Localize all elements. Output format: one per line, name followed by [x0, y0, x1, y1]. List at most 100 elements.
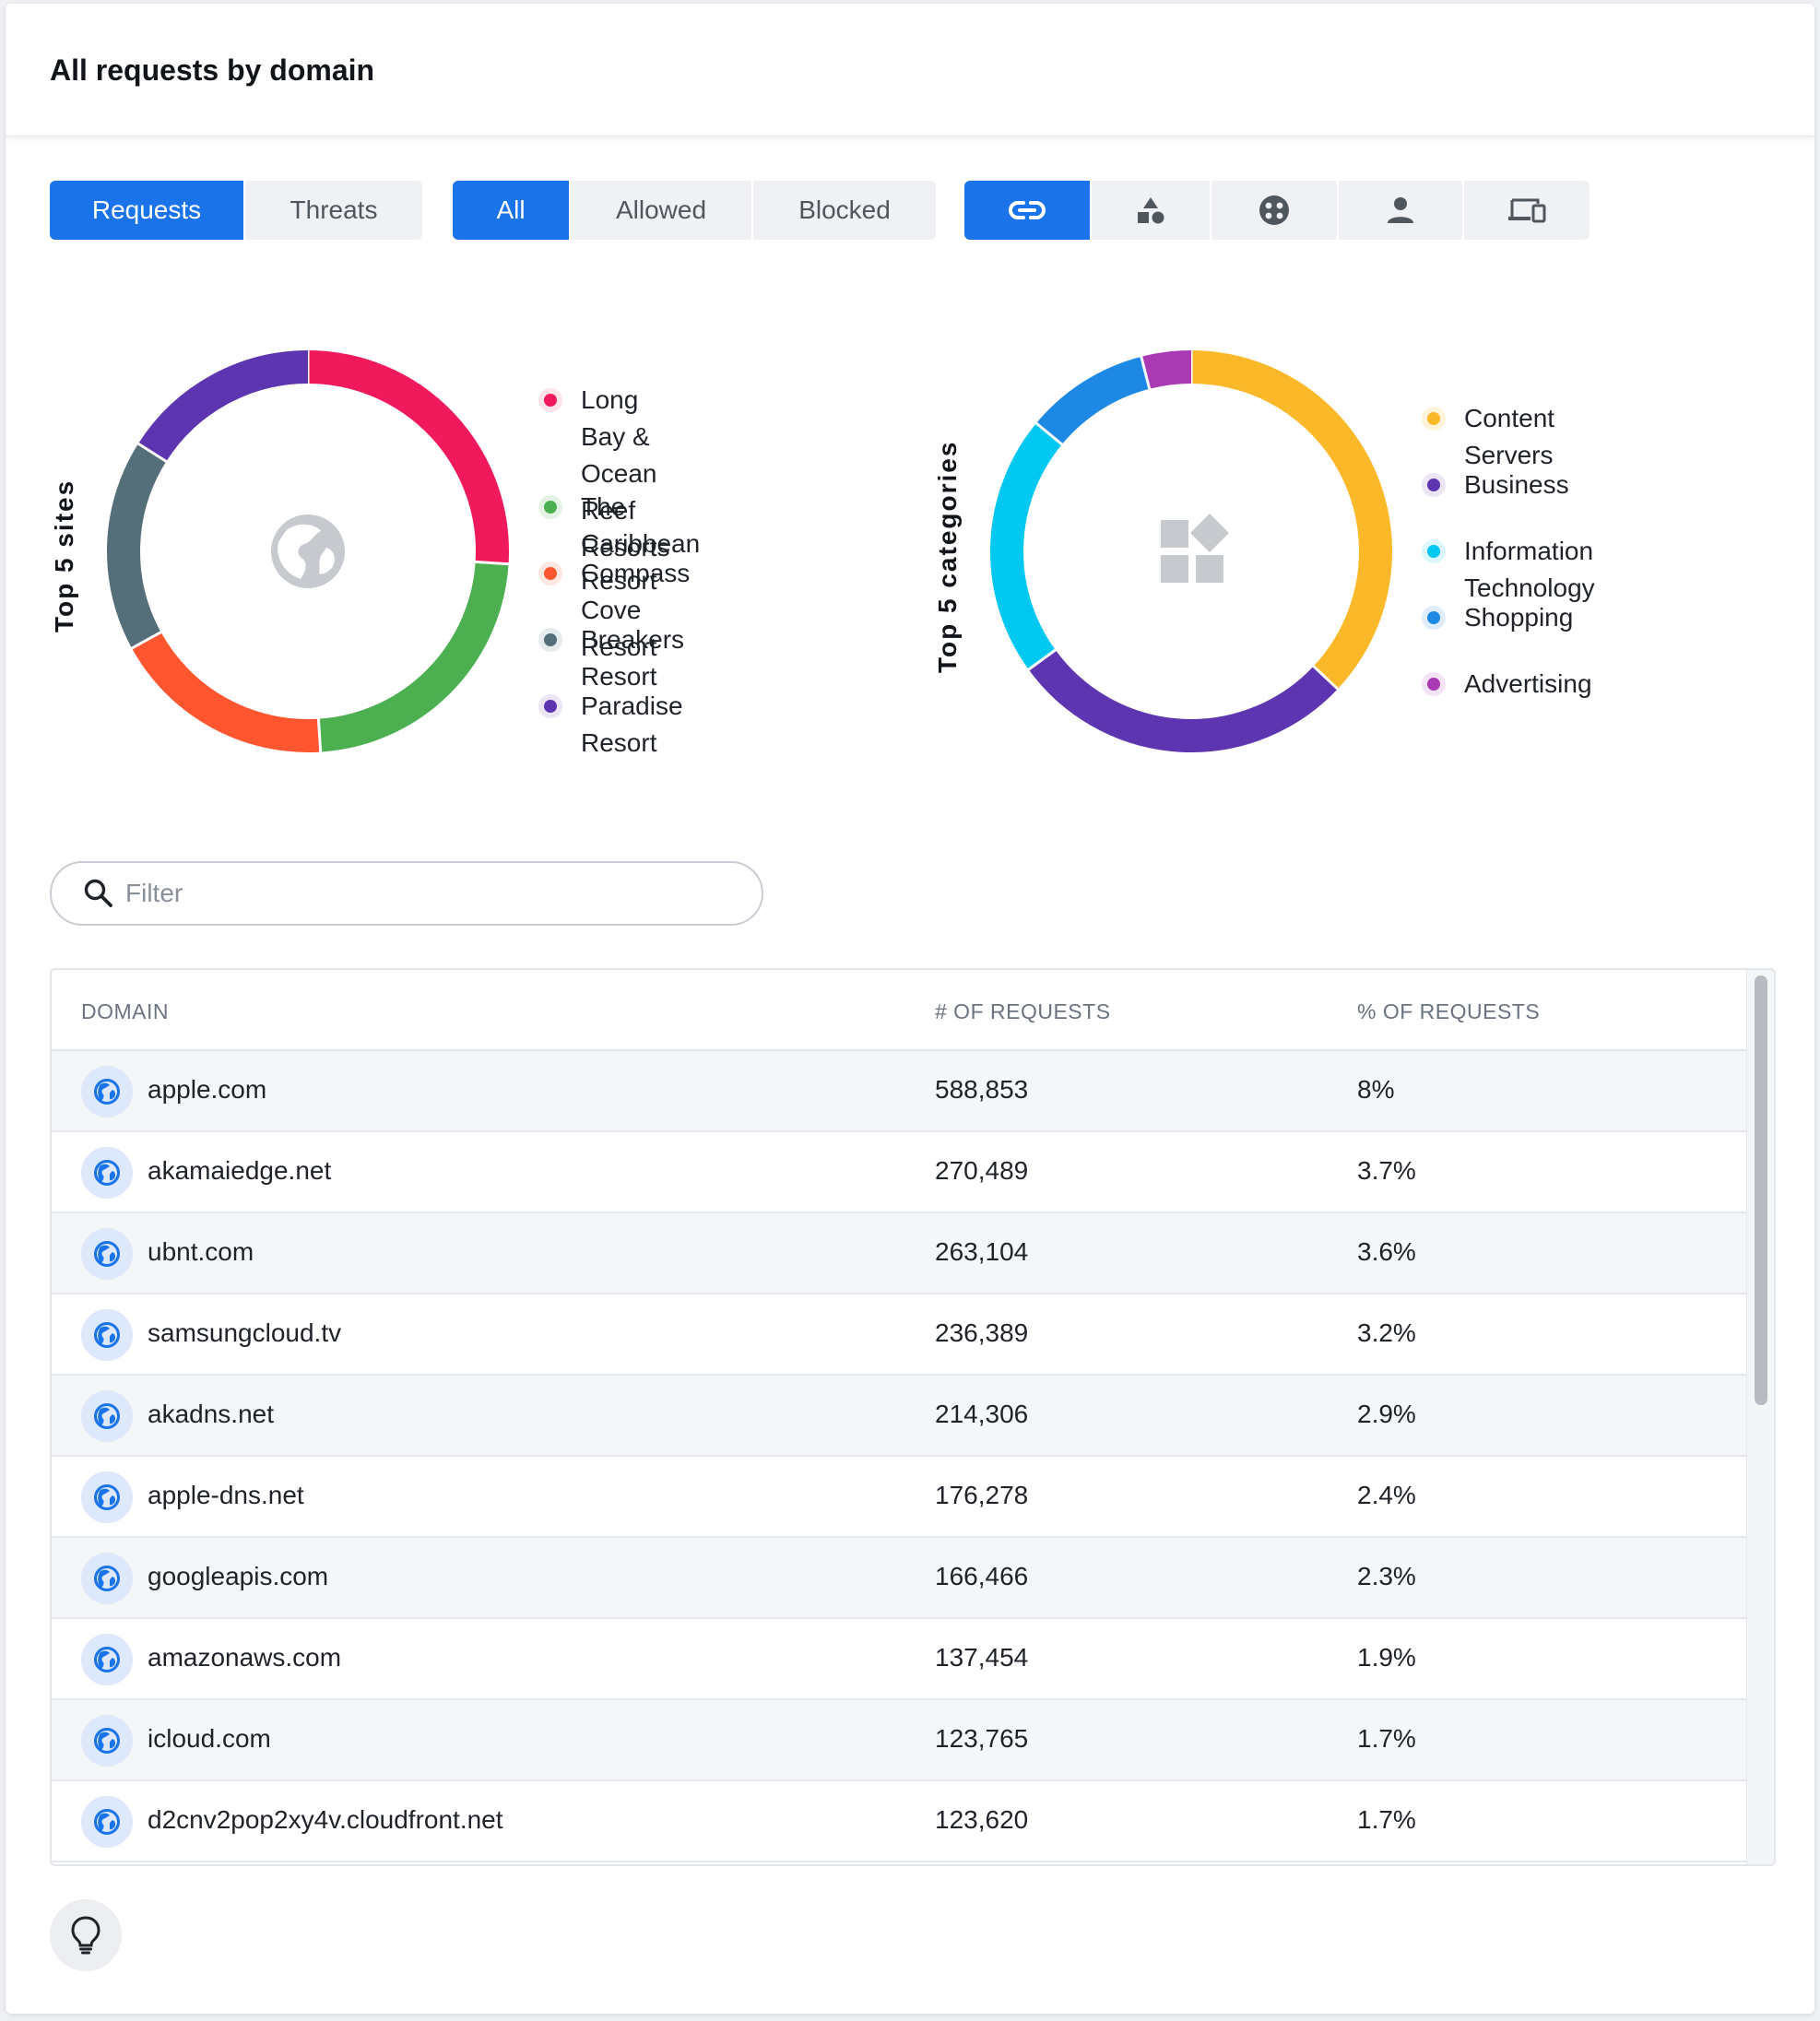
person-icon [1388, 197, 1413, 223]
allowed-tab[interactable]: Allowed [571, 181, 753, 240]
legend-dot-wrap [1422, 473, 1446, 497]
shapes-icon [1138, 197, 1164, 224]
domain-globe-badge [81, 1147, 133, 1199]
donut-slice-compass-cove-resort[interactable] [131, 632, 321, 752]
legend-item-information-technology[interactable]: Information Technology [1422, 533, 1595, 607]
table-row[interactable]: samsungcloud.tv 236,389 3.2% [52, 1294, 1748, 1376]
legend-item-caribbean[interactable]: The Caribbean Resort [538, 489, 700, 599]
legend-dot [1427, 611, 1440, 624]
legend-label: Compass Cove Resort [581, 559, 691, 661]
legend-item-breakers[interactable]: Breakers Resort [538, 621, 684, 695]
percent-cell: 1.7% [1357, 1805, 1416, 1834]
legend-item-paradise[interactable]: Paradise Resort [538, 688, 683, 762]
table-row[interactable]: akadns.net 214,306 2.9% [52, 1376, 1748, 1457]
column-header-percent[interactable]: % OF REQUESTS [1357, 999, 1541, 1023]
percent-cell: 2.4% [1357, 1481, 1416, 1509]
status-toggle: All Allowed Blocked [453, 181, 936, 240]
legend-label: Shopping [1464, 603, 1574, 632]
all-tab[interactable]: All [453, 181, 571, 240]
donut-slice-advertising[interactable] [1140, 350, 1192, 389]
domain-cell[interactable]: akadns.net [148, 1400, 274, 1428]
donut-slice-separator [1311, 664, 1340, 691]
domain-cell[interactable]: googleapis.com [148, 1562, 329, 1590]
donut-slice-separator [1026, 648, 1058, 671]
domain-cell[interactable]: ubnt.com [148, 1237, 254, 1266]
hint-button[interactable] [50, 1899, 122, 1971]
percent-cell: 1.9% [1357, 1643, 1416, 1672]
donut-slice-separator [474, 560, 510, 566]
legend-dot-wrap [538, 694, 562, 718]
donut-slice-breakers-resort[interactable] [107, 443, 167, 649]
legend-item-compass-cove[interactable]: Compass Cove Resort [538, 555, 690, 666]
domain-globe-badge [81, 1634, 133, 1685]
domain-cell[interactable]: apple-dns.net [148, 1481, 304, 1509]
table-row[interactable]: icloud.com 123,765 1.7% [52, 1700, 1748, 1781]
legend-dot [544, 633, 557, 646]
globe-icon [94, 1160, 120, 1186]
domain-globe-badge [81, 1066, 133, 1117]
donut-slice-the-caribbean-resort[interactable] [318, 561, 509, 752]
legend-label-line1: Long Bay & Ocean Reef [581, 385, 657, 525]
donut-slice-long-bay-ocean-reef-resorts[interactable] [307, 350, 509, 564]
group-by-user-button[interactable] [1339, 181, 1464, 240]
threats-tab-label: Threats [290, 195, 378, 224]
filter-field[interactable] [50, 861, 763, 926]
donut-slice-paradise-resort[interactable] [137, 350, 309, 462]
requests-cell: 588,853 [935, 1075, 1029, 1104]
column-header-requests[interactable]: # OF REQUESTS [935, 999, 1111, 1023]
allowed-tab-label: Allowed [615, 195, 707, 224]
blocked-tab[interactable]: Blocked [753, 181, 936, 240]
table-row[interactable]: apple-dns.net 176,278 2.4% [52, 1457, 1748, 1538]
domain-cell[interactable]: samsungcloud.tv [148, 1318, 342, 1347]
group-by-domain-button[interactable] [964, 181, 1092, 240]
requests-cell: 123,765 [935, 1724, 1029, 1753]
donut-slice-separator [316, 717, 323, 753]
domain-cell[interactable]: akamaiedge.net [148, 1156, 332, 1185]
filter-input[interactable] [125, 879, 715, 908]
donut-slice-business[interactable] [1028, 649, 1338, 752]
table-row[interactable]: akamaiedge.net 270,489 3.7% [52, 1132, 1748, 1213]
requests-cell: 236,389 [935, 1318, 1029, 1347]
domain-cell[interactable]: icloud.com [148, 1724, 271, 1753]
threats-tab[interactable]: Threats [245, 181, 422, 240]
donut-slice-shopping[interactable] [1036, 356, 1151, 445]
categories-donut-chart [990, 349, 1392, 752]
table-row[interactable]: ubnt.com 263,104 3.6% [52, 1213, 1748, 1294]
table-row[interactable]: amazonaws.com 137,454 1.9% [52, 1619, 1748, 1700]
requests-tab-label: Requests [91, 195, 202, 224]
percent-cell: 2.9% [1357, 1400, 1416, 1428]
donut-slice-content-servers[interactable] [1190, 350, 1392, 690]
legend-item-shopping[interactable]: Shopping [1422, 599, 1573, 636]
scrollbar-track[interactable] [1746, 970, 1774, 1864]
group-by-device-button[interactable] [1464, 181, 1590, 240]
legend-item-business[interactable]: Business [1422, 467, 1569, 503]
table-row[interactable]: googleapis.com 166,466 2.3% [52, 1538, 1748, 1619]
legend-dot-wrap [538, 388, 562, 412]
donut-slice-information-technology[interactable] [990, 423, 1062, 670]
domain-cell[interactable]: amazonaws.com [148, 1643, 342, 1672]
globe-icon [94, 1566, 120, 1591]
table-row[interactable]: apple.com 588,853 8% [52, 1051, 1748, 1132]
categories-icon [1161, 514, 1229, 583]
group-by-app-button[interactable] [1211, 181, 1339, 240]
requests-tab[interactable]: Requests [50, 181, 245, 240]
domain-cell[interactable]: apple.com [148, 1075, 267, 1104]
table-row[interactable]: d2cnv2pop2xy4v.cloudfront.net 123,620 1.… [52, 1781, 1748, 1862]
legend-dot [1427, 412, 1440, 425]
requests-cell: 176,278 [935, 1481, 1029, 1509]
legend-dot [1427, 545, 1440, 558]
scrollbar-thumb[interactable] [1755, 975, 1767, 1405]
card-title: All requests by domain [50, 53, 375, 87]
group-by-category-button[interactable] [1092, 181, 1211, 240]
legend-label: Long Bay & Ocean Reef Resorts [581, 382, 669, 566]
search-icon [84, 879, 112, 907]
domain-cell[interactable]: d2cnv2pop2xy4v.cloudfront.net [148, 1805, 503, 1834]
sites-chart-label: Top 5 sites [50, 479, 78, 632]
legend-item-content-servers[interactable]: Content Servers [1422, 400, 1554, 474]
legend-label: Paradise Resort [581, 691, 683, 757]
globe-icon [94, 1079, 120, 1105]
legend-item-long-bay[interactable]: Long Bay & Ocean Reef Resorts [538, 382, 669, 566]
legend-item-advertising[interactable]: Advertising [1422, 666, 1592, 703]
legend-dot-wrap [538, 628, 562, 652]
column-header-domain[interactable]: DOMAIN [81, 999, 169, 1023]
